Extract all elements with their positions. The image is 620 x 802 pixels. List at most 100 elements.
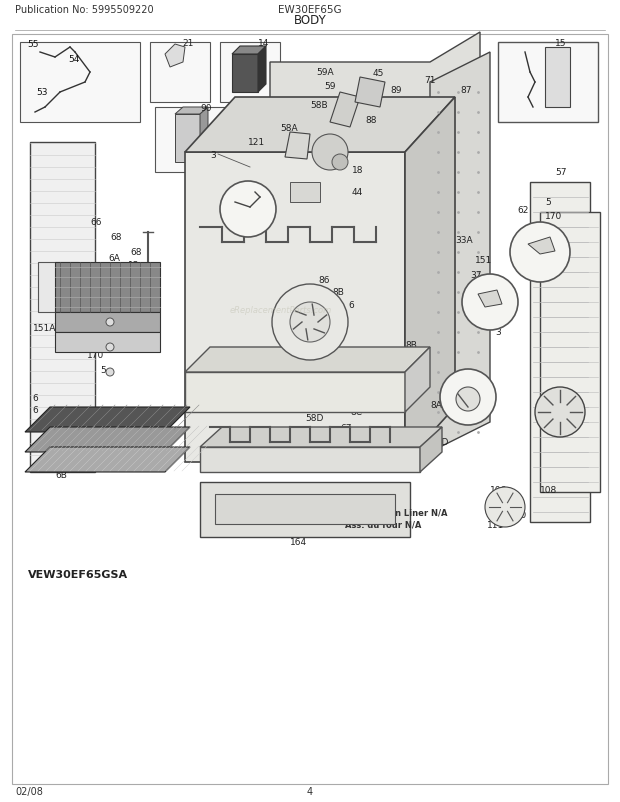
Text: 121: 121 (248, 138, 265, 147)
Circle shape (220, 182, 276, 237)
Text: 02/08: 02/08 (15, 786, 43, 796)
Polygon shape (270, 33, 480, 273)
Text: 5: 5 (100, 366, 106, 375)
Bar (498, 43, 598, 123)
Text: 88: 88 (365, 115, 376, 125)
Polygon shape (478, 290, 502, 308)
Polygon shape (55, 263, 160, 313)
Text: 86: 86 (318, 276, 329, 285)
Text: 10: 10 (103, 268, 115, 277)
Text: 6B: 6B (55, 471, 67, 480)
Bar (20, 43, 140, 123)
Polygon shape (30, 143, 95, 472)
Polygon shape (55, 313, 160, 333)
Text: 170: 170 (545, 212, 562, 221)
Polygon shape (185, 153, 405, 463)
Circle shape (456, 387, 480, 411)
Polygon shape (405, 347, 430, 412)
Text: 58D: 58D (305, 414, 324, 423)
Polygon shape (258, 47, 266, 93)
Text: 21: 21 (182, 39, 193, 48)
Text: 9: 9 (103, 282, 108, 292)
Text: 5A: 5A (87, 326, 99, 334)
Text: 55: 55 (27, 40, 38, 49)
Polygon shape (25, 427, 190, 452)
Text: VEW30EF65GSA: VEW30EF65GSA (28, 569, 128, 579)
Polygon shape (185, 373, 405, 412)
Text: 151A: 151A (33, 323, 56, 333)
Circle shape (462, 274, 518, 330)
Text: 43: 43 (480, 276, 493, 285)
Text: 110: 110 (510, 510, 527, 520)
Polygon shape (285, 133, 310, 160)
Text: 58A: 58A (280, 124, 298, 133)
Text: 6: 6 (348, 301, 354, 310)
Text: 63: 63 (528, 224, 541, 233)
Text: 44: 44 (352, 188, 363, 196)
Polygon shape (165, 45, 185, 68)
Text: 109: 109 (487, 500, 504, 509)
Text: 59A: 59A (316, 68, 334, 77)
Text: BODY: BODY (294, 14, 326, 27)
Text: 111: 111 (487, 520, 504, 529)
Polygon shape (175, 115, 200, 163)
Polygon shape (430, 53, 490, 452)
Text: 66: 66 (90, 217, 102, 227)
Polygon shape (25, 448, 190, 472)
Text: 45: 45 (373, 69, 384, 78)
Bar (155, 107, 235, 172)
Text: 8B: 8B (332, 288, 344, 297)
Text: 5: 5 (545, 198, 551, 207)
Text: 53: 53 (36, 88, 48, 97)
Polygon shape (185, 98, 455, 153)
Polygon shape (355, 78, 385, 107)
Polygon shape (232, 47, 266, 55)
Circle shape (106, 318, 114, 326)
Circle shape (440, 370, 496, 426)
Polygon shape (200, 107, 208, 163)
Text: 170: 170 (87, 350, 104, 359)
Text: 5A: 5A (458, 371, 471, 379)
Text: EW30EF65G: EW30EF65G (278, 5, 342, 15)
Text: 68: 68 (110, 233, 122, 241)
Text: 44: 44 (232, 214, 243, 223)
Text: 151: 151 (475, 256, 492, 265)
Text: 13A: 13A (116, 306, 134, 314)
Text: 18: 18 (352, 166, 363, 175)
Text: 6A: 6A (108, 253, 120, 263)
Text: 58: 58 (282, 334, 293, 342)
Bar (220, 43, 280, 103)
Polygon shape (420, 427, 442, 472)
Polygon shape (200, 427, 442, 448)
Circle shape (106, 343, 114, 351)
Text: 85: 85 (122, 286, 133, 294)
Polygon shape (200, 448, 420, 472)
Text: 87: 87 (460, 86, 471, 95)
Polygon shape (25, 407, 190, 432)
Text: 6: 6 (32, 406, 38, 415)
Circle shape (106, 369, 114, 376)
Text: 42: 42 (385, 451, 396, 460)
Text: 57: 57 (555, 168, 567, 176)
Text: 37: 37 (470, 270, 482, 280)
Text: 58D: 58D (430, 437, 448, 447)
Text: 106: 106 (490, 485, 507, 494)
Text: 58B: 58B (310, 101, 327, 110)
Polygon shape (185, 347, 430, 373)
Text: 89: 89 (390, 86, 402, 95)
Polygon shape (545, 48, 570, 107)
Circle shape (312, 135, 348, 171)
Text: 161: 161 (297, 298, 314, 306)
Text: 62: 62 (517, 206, 528, 215)
Polygon shape (232, 55, 258, 93)
Text: 90: 90 (200, 104, 211, 113)
Text: 3: 3 (210, 151, 216, 160)
Polygon shape (175, 107, 208, 115)
Polygon shape (405, 98, 455, 463)
Text: 71: 71 (424, 76, 435, 85)
Text: 14: 14 (258, 39, 269, 48)
Text: 4: 4 (307, 786, 313, 796)
Text: 15: 15 (555, 39, 567, 48)
Circle shape (535, 387, 585, 437)
Circle shape (290, 302, 330, 342)
